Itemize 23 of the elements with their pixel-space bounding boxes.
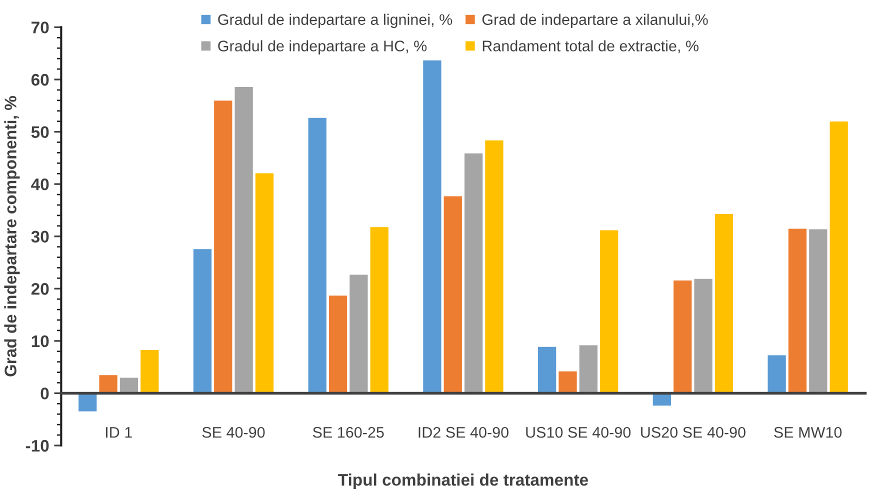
y-tick-label: 40 [31,178,49,190]
x-tick-label: US10 SE 40-90 [526,426,631,438]
y-tick-label: 50 [31,126,49,138]
y-tick-label: 60 [31,74,49,86]
x-tick-label: ID2 SE 40-90 [418,426,508,438]
x-tick-label: ID 1 [106,427,132,438]
x-tick-label: SE 160-25 [312,426,384,438]
legend-label: Randament total de extractie, % [482,40,699,54]
legend-label: Grad de indepartare a xilanului,% [482,14,708,28]
y-tick-label: 20 [31,283,49,295]
legend-label: Gradul de indepartare a HC, % [218,40,427,54]
bar [77,392,98,413]
y-tick-label: -10 [26,440,49,452]
x-tick-label: SE 40-90 [202,426,265,438]
y-tick-label: 30 [31,230,49,243]
x-tick-label: SE MW10 [774,426,842,438]
legend-label: Gradul de indepartare a ligninei, % [218,14,452,28]
y-tick-label: 70 [32,22,49,34]
y-tick-label: 0 [40,388,49,400]
y-tick-label: 10 [32,335,49,348]
x-axis-title: Tipul combinatiei de tratamente [338,474,588,490]
x-tick-label: US20 SE 40-90 [641,426,746,438]
y-axis-title: Grad de indepartare componenti, % [4,96,20,376]
